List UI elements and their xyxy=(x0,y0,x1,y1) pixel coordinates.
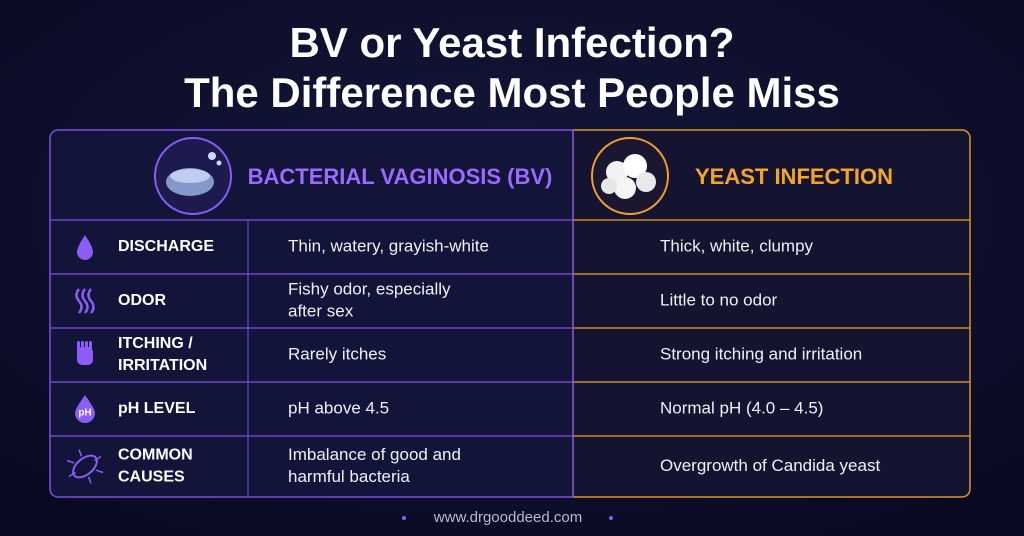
footer-dot xyxy=(609,516,613,520)
row-icon xyxy=(81,288,89,314)
footer: www.drgooddeed.com xyxy=(433,509,582,526)
row-icon xyxy=(77,347,93,365)
row-icon xyxy=(68,471,76,478)
title-line: BV or Yeast Infection? xyxy=(290,19,735,66)
column-header: BACTERIAL VAGINOSIS (BV) xyxy=(248,164,553,189)
row-icon xyxy=(85,341,88,351)
row-icon xyxy=(81,341,84,351)
row-label: CAUSES xyxy=(118,469,185,486)
row-icon xyxy=(94,455,102,462)
row-label: ODOR xyxy=(118,292,166,309)
row-label: IRRITATION xyxy=(118,357,207,374)
yeast-icon xyxy=(591,137,669,215)
bv-cell: Fishy odor, especially xyxy=(288,279,451,298)
row-icon xyxy=(87,288,95,314)
bv-icon xyxy=(154,137,232,215)
yeast-cell: Little to no odor xyxy=(660,290,778,309)
row-icon xyxy=(95,469,104,474)
row-label: DISCHARGE xyxy=(118,238,214,255)
row-icon xyxy=(72,454,98,479)
row-label: ITCHING / xyxy=(118,335,193,352)
row-icon xyxy=(66,459,75,464)
yeast-cell: Normal pH (4.0 – 4.5) xyxy=(660,398,823,417)
yeast-border xyxy=(573,129,971,498)
row-icon xyxy=(75,395,95,423)
bv-cell: Imbalance of good and xyxy=(288,445,461,464)
row-icon xyxy=(75,288,83,314)
icon-text: pH xyxy=(78,408,91,419)
row-icon xyxy=(77,235,93,260)
footer-dot xyxy=(402,516,406,520)
bv-cell: Thin, watery, grayish-white xyxy=(288,236,489,255)
bv-cell: Rarely itches xyxy=(288,344,386,363)
bv-cell: pH above 4.5 xyxy=(288,398,389,417)
row-label: pH LEVEL xyxy=(118,400,196,417)
row-icon xyxy=(89,341,92,351)
row-icon xyxy=(77,341,80,351)
yeast-cell: Thick, white, clumpy xyxy=(660,236,814,255)
title-line: The Difference Most People Miss xyxy=(184,69,840,116)
column-header: YEAST INFECTION xyxy=(695,164,893,189)
row-label: COMMON xyxy=(118,447,193,464)
bv-border xyxy=(49,129,573,498)
row-icon xyxy=(87,476,92,484)
yeast-cell: Overgrowth of Candida yeast xyxy=(660,456,880,475)
bv-cell: after sex xyxy=(288,301,354,320)
bv-cell: harmful bacteria xyxy=(288,467,410,486)
row-icon xyxy=(78,449,83,457)
yeast-cell: Strong itching and irritation xyxy=(660,344,862,363)
